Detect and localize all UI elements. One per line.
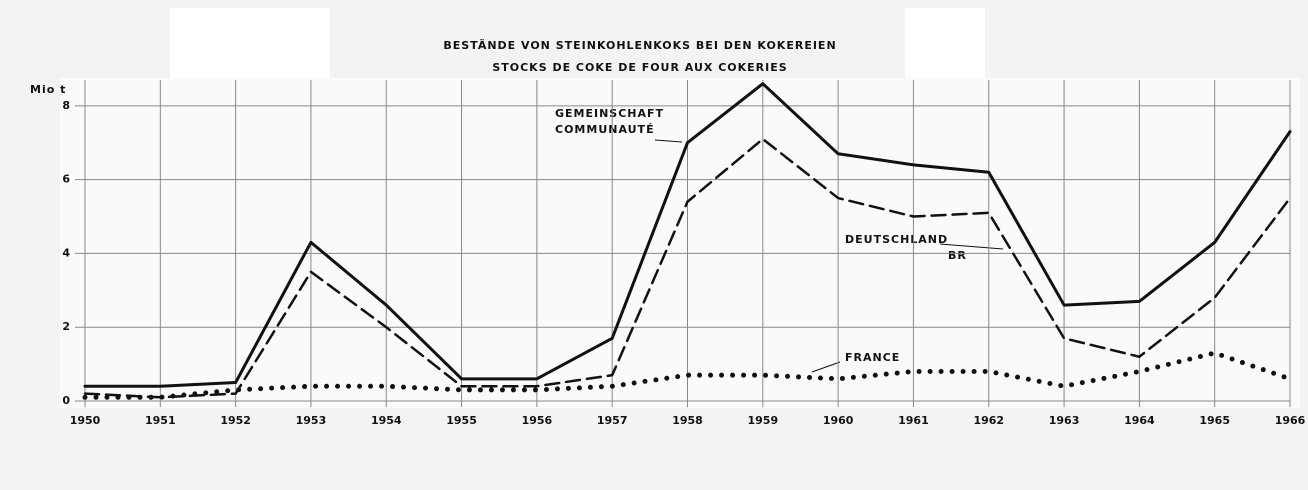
series-label: GEMEINSCHAFT <box>555 107 664 120</box>
x-tick-label: 1958 <box>672 414 703 427</box>
plot-area <box>60 78 1300 408</box>
x-tick-label: 1961 <box>898 414 929 427</box>
x-tick-label: 1959 <box>748 414 779 427</box>
y-tick-label: 0 <box>62 394 71 407</box>
x-tick-label: 1955 <box>446 414 477 427</box>
series-line <box>83 82 1292 388</box>
x-tick-label: 1965 <box>1199 414 1230 427</box>
x-tick-label: 1963 <box>1049 414 1080 427</box>
series-label: FRANCE <box>845 351 900 364</box>
chart-title: BESTÄNDE VON STEINKOHLENKOKS BEI DEN KOK… <box>443 38 836 52</box>
y-axis-label: Mio t <box>30 83 66 96</box>
leader-line <box>811 361 841 373</box>
y-tick-label: 4 <box>62 246 71 259</box>
series-label: BR <box>948 249 967 262</box>
series-label: DEUTSCHLAND <box>845 233 948 246</box>
series-label: COMMUNAUTÉ <box>555 123 655 136</box>
paper-patch <box>905 8 985 88</box>
leader-line <box>654 139 683 143</box>
series-line <box>83 137 1292 399</box>
y-tick-label: 2 <box>62 320 71 333</box>
paper-patch <box>170 8 330 88</box>
chart-title: STOCKS DE COKE DE FOUR AUX COKERIES <box>492 61 787 74</box>
x-tick-label: 1950 <box>70 414 101 427</box>
x-tick-label: 1953 <box>296 414 327 427</box>
x-tick-label: 1956 <box>522 414 553 427</box>
x-tick-label: 1951 <box>145 414 176 427</box>
x-tick-label: 1962 <box>973 414 1004 427</box>
y-tick-label: 8 <box>62 99 71 112</box>
x-tick-label: 1964 <box>1124 414 1155 427</box>
x-tick-label: 1954 <box>371 414 402 427</box>
x-tick-label: 1952 <box>220 414 251 427</box>
y-tick-label: 6 <box>62 173 71 186</box>
x-tick-label: 1966 <box>1275 414 1306 427</box>
leader-line <box>939 243 1004 250</box>
series-line <box>82 350 1293 400</box>
x-tick-label: 1957 <box>597 414 628 427</box>
x-tick-label: 1960 <box>823 414 854 427</box>
